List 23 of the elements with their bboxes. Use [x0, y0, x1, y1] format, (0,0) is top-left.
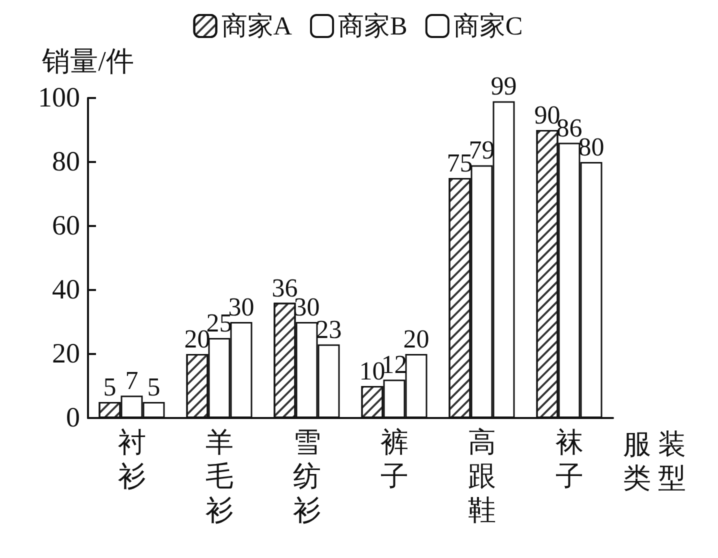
y-tick-label: 0 [66, 402, 80, 434]
x-tick-label: 高跟鞋 [468, 428, 496, 526]
x-tick-label: 雪纺衫 [292, 428, 321, 526]
data-label: 5 [103, 372, 116, 402]
y-tick-label: 40 [52, 274, 80, 306]
legend-label: 商家A [221, 12, 292, 40]
y-tick-label: 60 [52, 210, 80, 242]
x-tick-label: 袜子 [555, 428, 584, 492]
data-label: 5 [147, 372, 160, 402]
y-tick-label: 80 [52, 146, 80, 178]
x-tick-label: 裤子 [380, 428, 408, 492]
data-label: 99 [490, 72, 517, 101]
data-label: 20 [403, 324, 430, 354]
data-label: 7 [125, 366, 138, 396]
y-tick-label: 20 [52, 338, 80, 370]
x-tick-label: 衬衫 [118, 428, 146, 492]
data-label: 23 [316, 314, 342, 344]
legend-label: 商家B [338, 12, 408, 40]
x-tick-label: 羊毛衫 [205, 428, 234, 526]
y-axis-title: 销量/件 [41, 46, 134, 78]
legend-label: 商家C [453, 12, 523, 40]
x-axis-title: 服 装类 型 [623, 430, 686, 494]
y-tick-label: 100 [38, 82, 80, 114]
